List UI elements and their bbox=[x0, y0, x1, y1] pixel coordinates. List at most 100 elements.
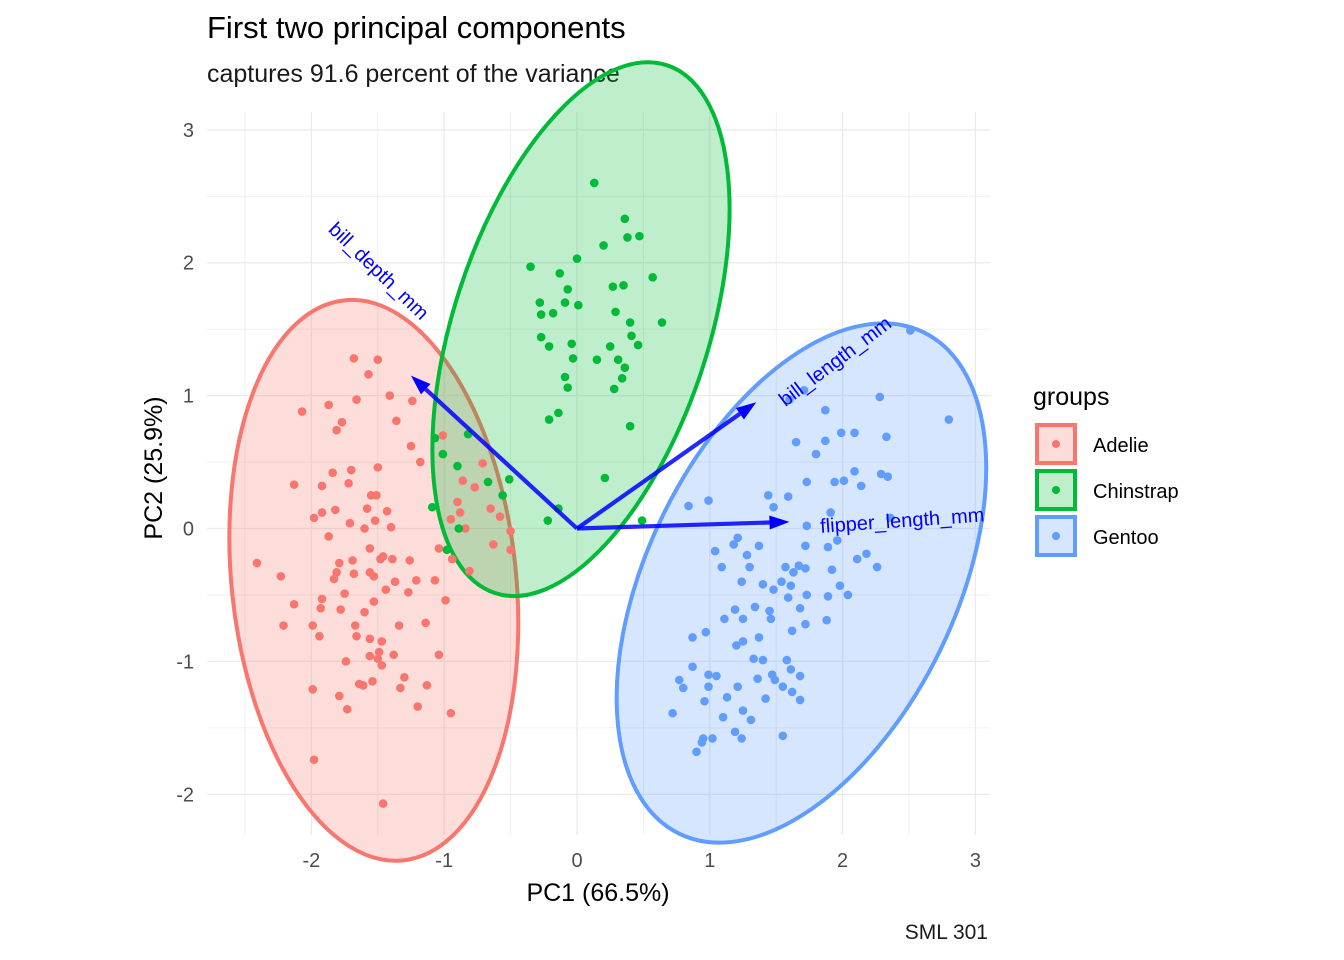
group-ellipses bbox=[227, 60, 989, 863]
point-adelie bbox=[421, 618, 430, 628]
legend-label-gentoo: Gentoo bbox=[1093, 527, 1159, 549]
point-gentoo bbox=[830, 477, 839, 487]
point-adelie bbox=[378, 552, 388, 561]
point-adelie bbox=[373, 355, 383, 365]
point-gentoo bbox=[766, 614, 776, 624]
point-adelie bbox=[415, 457, 425, 467]
point-adelie bbox=[362, 504, 372, 513]
point-gentoo bbox=[835, 581, 845, 590]
point-gentoo bbox=[701, 627, 711, 637]
point-chinstrap bbox=[427, 502, 437, 512]
point-gentoo bbox=[678, 683, 688, 693]
point-gentoo bbox=[710, 546, 720, 556]
point-adelie bbox=[364, 370, 373, 379]
point-adelie bbox=[279, 621, 288, 630]
point-gentoo bbox=[794, 561, 804, 571]
point-gentoo bbox=[850, 428, 859, 438]
point-gentoo bbox=[823, 591, 833, 601]
point-gentoo bbox=[872, 562, 882, 572]
point-adelie bbox=[368, 677, 377, 686]
point-adelie bbox=[352, 631, 361, 641]
point-gentoo bbox=[886, 513, 895, 523]
legend-point bbox=[1052, 532, 1060, 540]
y-tick-label: -2 bbox=[176, 784, 194, 806]
y-tick-label: 3 bbox=[183, 120, 194, 142]
point-gentoo bbox=[749, 654, 758, 664]
point-chinstrap bbox=[572, 254, 582, 264]
point-gentoo bbox=[786, 581, 796, 590]
x-tick-label: 2 bbox=[837, 850, 848, 872]
point-gentoo bbox=[822, 615, 831, 625]
point-adelie bbox=[358, 681, 368, 690]
point-chinstrap bbox=[605, 342, 615, 351]
point-gentoo bbox=[856, 481, 866, 491]
point-gentoo bbox=[852, 554, 862, 564]
point-gentoo bbox=[883, 472, 893, 481]
point-chinstrap bbox=[623, 233, 632, 242]
point-chinstrap bbox=[548, 308, 558, 318]
point-adelie bbox=[404, 587, 413, 597]
point-gentoo bbox=[717, 562, 727, 572]
chart-subtitle: captures 91.6 percent of the variance bbox=[207, 60, 620, 88]
point-gentoo bbox=[732, 641, 741, 650]
point-chinstrap bbox=[536, 332, 546, 342]
point-gentoo bbox=[801, 541, 810, 551]
point-adelie bbox=[447, 554, 457, 564]
legend-label-adelie: Adelie bbox=[1093, 435, 1149, 457]
point-gentoo bbox=[758, 580, 768, 589]
arrow-bill-length-mm bbox=[575, 412, 742, 531]
point-gentoo bbox=[823, 542, 833, 552]
arrow-bill-depth-mm bbox=[424, 387, 579, 531]
point-chinstrap bbox=[555, 269, 565, 278]
point-adelie bbox=[396, 683, 405, 693]
point-gentoo bbox=[733, 682, 742, 691]
point-adelie bbox=[324, 400, 333, 410]
point-gentoo bbox=[674, 675, 684, 685]
point-adelie bbox=[438, 431, 448, 440]
point-adelie bbox=[378, 799, 388, 808]
point-chinstrap bbox=[554, 408, 563, 418]
point-adelie bbox=[315, 631, 324, 641]
point-chinstrap bbox=[617, 374, 627, 383]
point-adelie bbox=[441, 595, 450, 605]
chart-caption: SML 301 bbox=[904, 921, 988, 944]
point-chinstrap bbox=[635, 231, 644, 241]
arrow-flipper-length-mm bbox=[576, 520, 770, 531]
point-gentoo bbox=[758, 655, 768, 665]
chart-title: First two principal components bbox=[207, 10, 626, 45]
point-adelie bbox=[381, 585, 391, 594]
point-chinstrap bbox=[620, 214, 630, 224]
point-gentoo bbox=[738, 614, 748, 624]
point-chinstrap bbox=[544, 342, 554, 351]
point-gentoo bbox=[718, 712, 728, 722]
point-gentoo bbox=[795, 695, 805, 705]
point-adelie bbox=[309, 755, 319, 765]
point-adelie bbox=[465, 566, 474, 576]
legend-point bbox=[1052, 440, 1060, 448]
point-chinstrap bbox=[599, 241, 608, 250]
point-gentoo bbox=[802, 477, 812, 487]
legend-label-chinstrap: Chinstrap bbox=[1093, 481, 1179, 503]
point-adelie bbox=[340, 589, 349, 598]
point-gentoo bbox=[704, 682, 713, 691]
point-gentoo bbox=[821, 405, 830, 415]
point-chinstrap bbox=[657, 318, 667, 327]
point-chinstrap bbox=[620, 363, 630, 372]
point-gentoo bbox=[770, 675, 780, 685]
point-gentoo bbox=[802, 521, 812, 531]
arrow-head bbox=[411, 375, 431, 395]
y-tick-label: 2 bbox=[183, 253, 194, 275]
point-chinstrap bbox=[563, 383, 573, 392]
point-gentoo bbox=[789, 568, 798, 577]
point-adelie bbox=[365, 634, 375, 644]
point-gentoo bbox=[801, 564, 810, 573]
point-adelie bbox=[385, 391, 395, 400]
point-gentoo bbox=[704, 496, 713, 505]
y-tick-label: 0 bbox=[183, 519, 194, 541]
point-adelie bbox=[382, 506, 392, 516]
point-adelie bbox=[276, 572, 286, 581]
point-adelie bbox=[328, 468, 337, 477]
point-gentoo bbox=[826, 508, 835, 517]
point-gentoo bbox=[697, 738, 707, 747]
